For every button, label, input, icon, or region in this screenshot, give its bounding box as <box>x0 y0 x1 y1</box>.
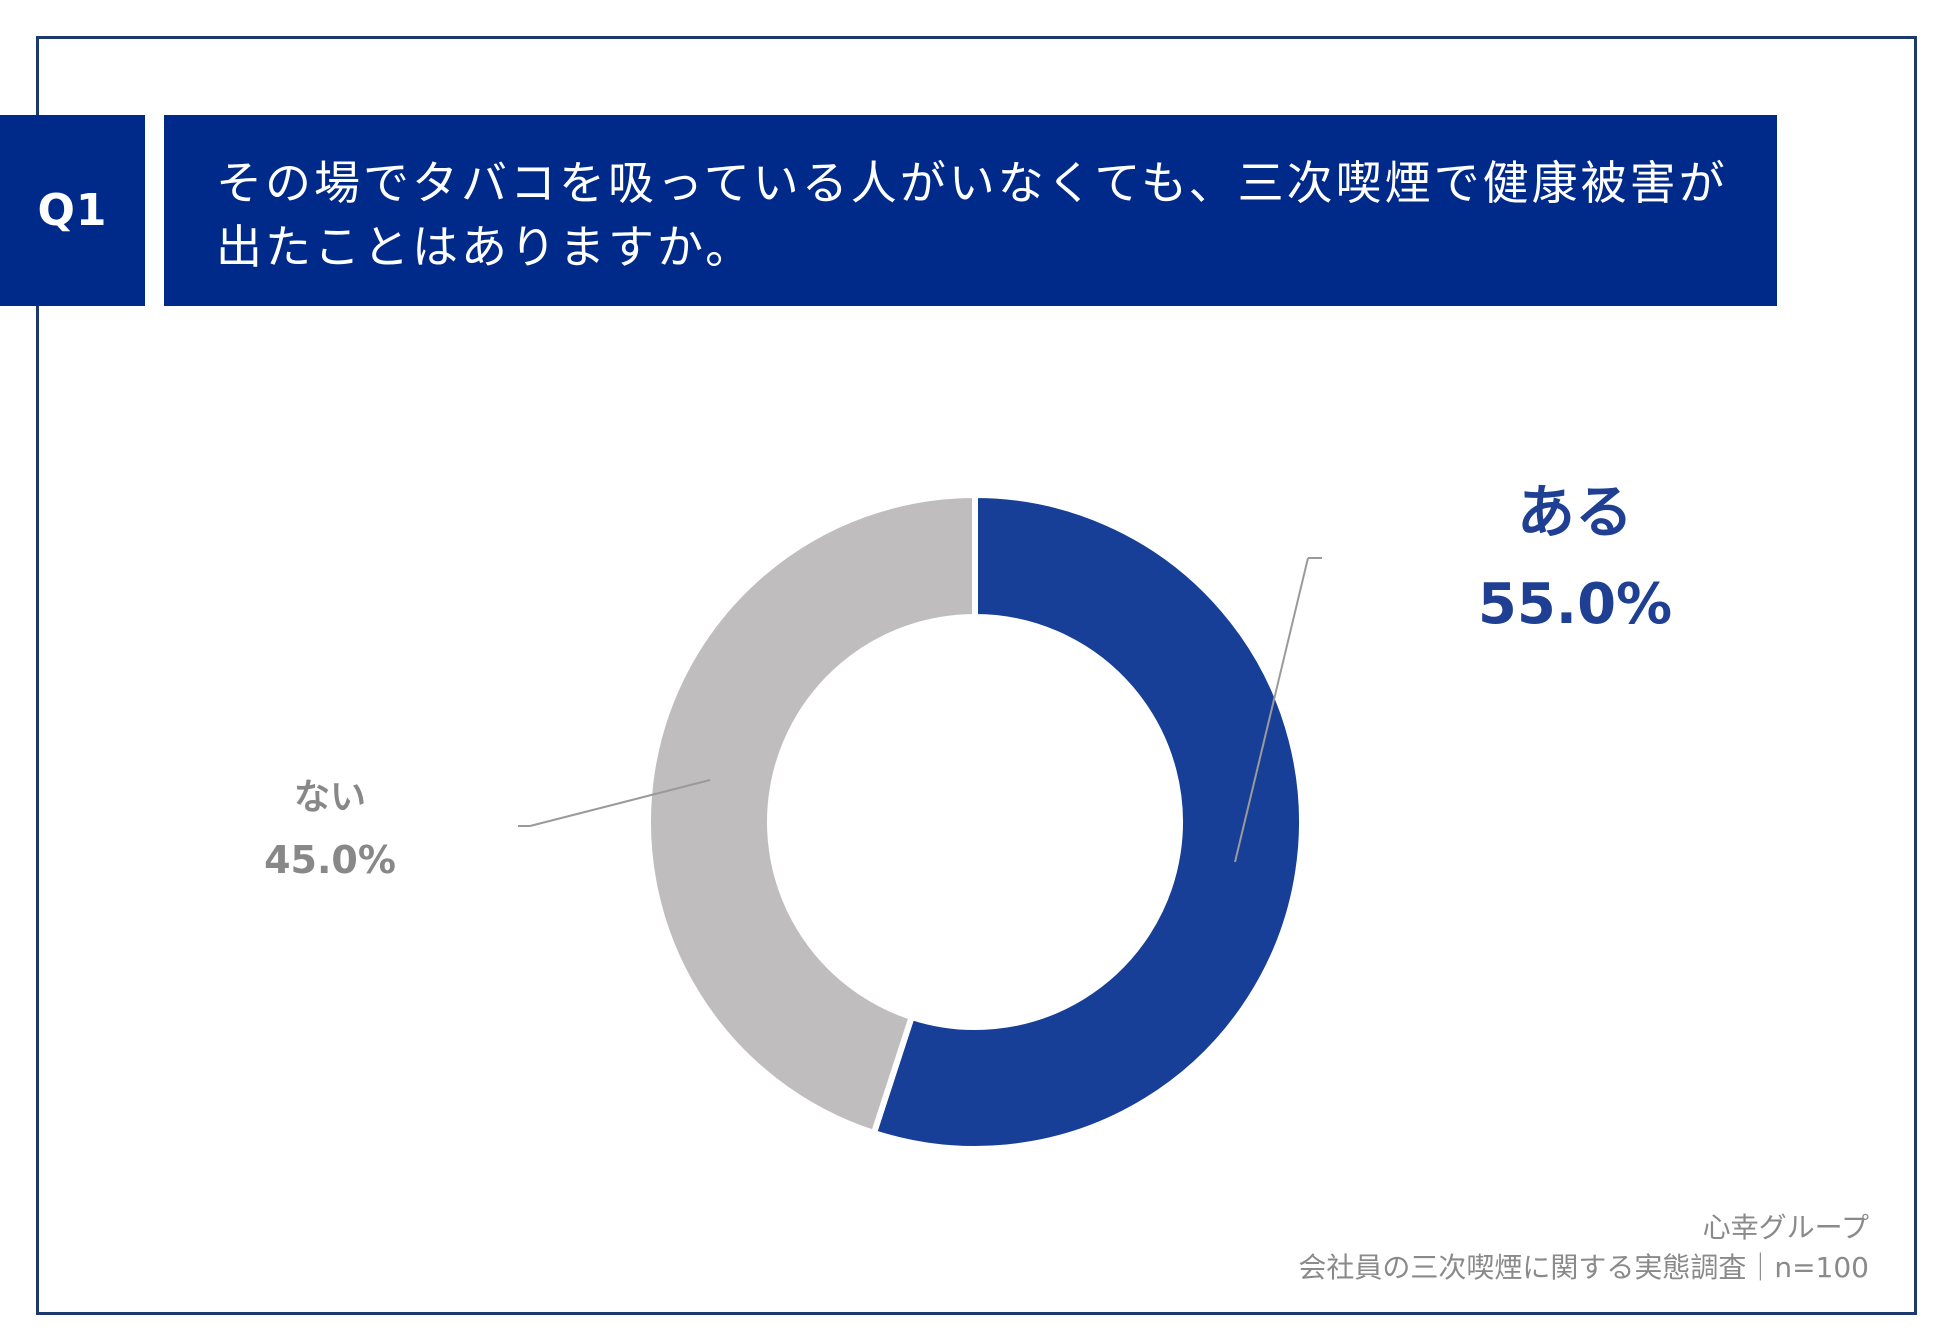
leader-line-no <box>529 779 711 827</box>
donut-slices <box>645 491 1305 1152</box>
question-number-badge: Q1 <box>0 115 145 306</box>
slice-label-no: ない <box>293 777 366 818</box>
donut-slice-no <box>645 491 978 1137</box>
question-text: その場でタバコを吸っている人がいなくても、三次喫煙で健康被害が出たことはあります… <box>216 156 1728 274</box>
question-number: Q1 <box>37 185 108 236</box>
source-note: 心幸グループ 会社員の三次喫煙に関する実態調査｜n=100 <box>1298 1208 1869 1288</box>
question-banner: その場でタバコを吸っている人がいなくても、三次喫煙で健康被害が出たことはあります… <box>164 115 1777 306</box>
leader-line-yes <box>1234 557 1309 863</box>
source-survey: 会社員の三次喫煙に関する実態調査｜n=100 <box>1298 1251 1869 1284</box>
slice-value-no: 45.0% <box>264 838 396 882</box>
slice-label-yes: ある <box>1516 478 1633 546</box>
donut-slice-yes <box>870 491 1305 1152</box>
slice-value-yes: 55.0% <box>1477 572 1673 637</box>
source-organization: 心幸グループ <box>1702 1211 1869 1244</box>
